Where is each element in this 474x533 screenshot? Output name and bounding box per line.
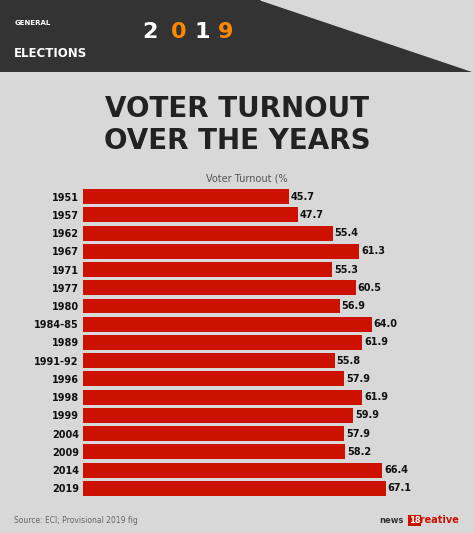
Bar	[83, 207, 298, 222]
Text: Voter Turnout (%: Voter Turnout (%	[206, 174, 287, 184]
Text: 55.8: 55.8	[337, 356, 361, 366]
Text: 45.7: 45.7	[291, 191, 315, 201]
Text: 1: 1	[194, 22, 210, 43]
Bar	[83, 244, 359, 259]
Bar	[83, 335, 362, 350]
Text: 2: 2	[142, 22, 157, 43]
Text: VOTER TURNOUT: VOTER TURNOUT	[105, 94, 369, 123]
Bar	[83, 189, 289, 204]
Bar	[83, 408, 353, 423]
Bar	[83, 426, 344, 441]
Text: 59.9: 59.9	[355, 410, 379, 421]
Bar	[83, 372, 344, 386]
Text: 9: 9	[218, 22, 233, 43]
Polygon shape	[0, 0, 474, 72]
Text: 67.1: 67.1	[387, 483, 411, 494]
Text: 55.4: 55.4	[335, 228, 359, 238]
Bar	[83, 390, 362, 405]
Text: 61.9: 61.9	[364, 337, 388, 348]
Text: 66.4: 66.4	[384, 465, 408, 475]
Text: 57.9: 57.9	[346, 429, 370, 439]
Bar	[83, 262, 332, 277]
Text: OVER THE YEARS: OVER THE YEARS	[104, 126, 370, 155]
Text: 61.9: 61.9	[364, 392, 388, 402]
Bar	[83, 280, 356, 295]
Bar	[83, 317, 372, 332]
Text: news: news	[379, 516, 403, 525]
Bar	[83, 445, 346, 459]
Text: 61.3: 61.3	[361, 246, 385, 256]
Text: 57.9: 57.9	[346, 374, 370, 384]
Text: 47.7: 47.7	[300, 210, 324, 220]
Text: 55.3: 55.3	[334, 264, 358, 274]
Bar	[83, 225, 333, 240]
Text: creative: creative	[415, 515, 460, 525]
Text: Source: ECI; Provisional 2019 fig: Source: ECI; Provisional 2019 fig	[14, 516, 138, 525]
Bar	[83, 353, 335, 368]
Polygon shape	[261, 0, 474, 72]
Text: 60.5: 60.5	[357, 282, 382, 293]
Bar	[83, 481, 385, 496]
Text: 56.9: 56.9	[341, 301, 365, 311]
Text: 64.0: 64.0	[374, 319, 397, 329]
Text: GENERAL: GENERAL	[14, 20, 50, 26]
Bar	[83, 463, 383, 478]
Text: ELECTIONS: ELECTIONS	[14, 47, 88, 60]
Bar	[83, 298, 339, 313]
Text: 58.2: 58.2	[347, 447, 371, 457]
Text: 18: 18	[409, 516, 420, 525]
Text: 0: 0	[171, 22, 186, 43]
